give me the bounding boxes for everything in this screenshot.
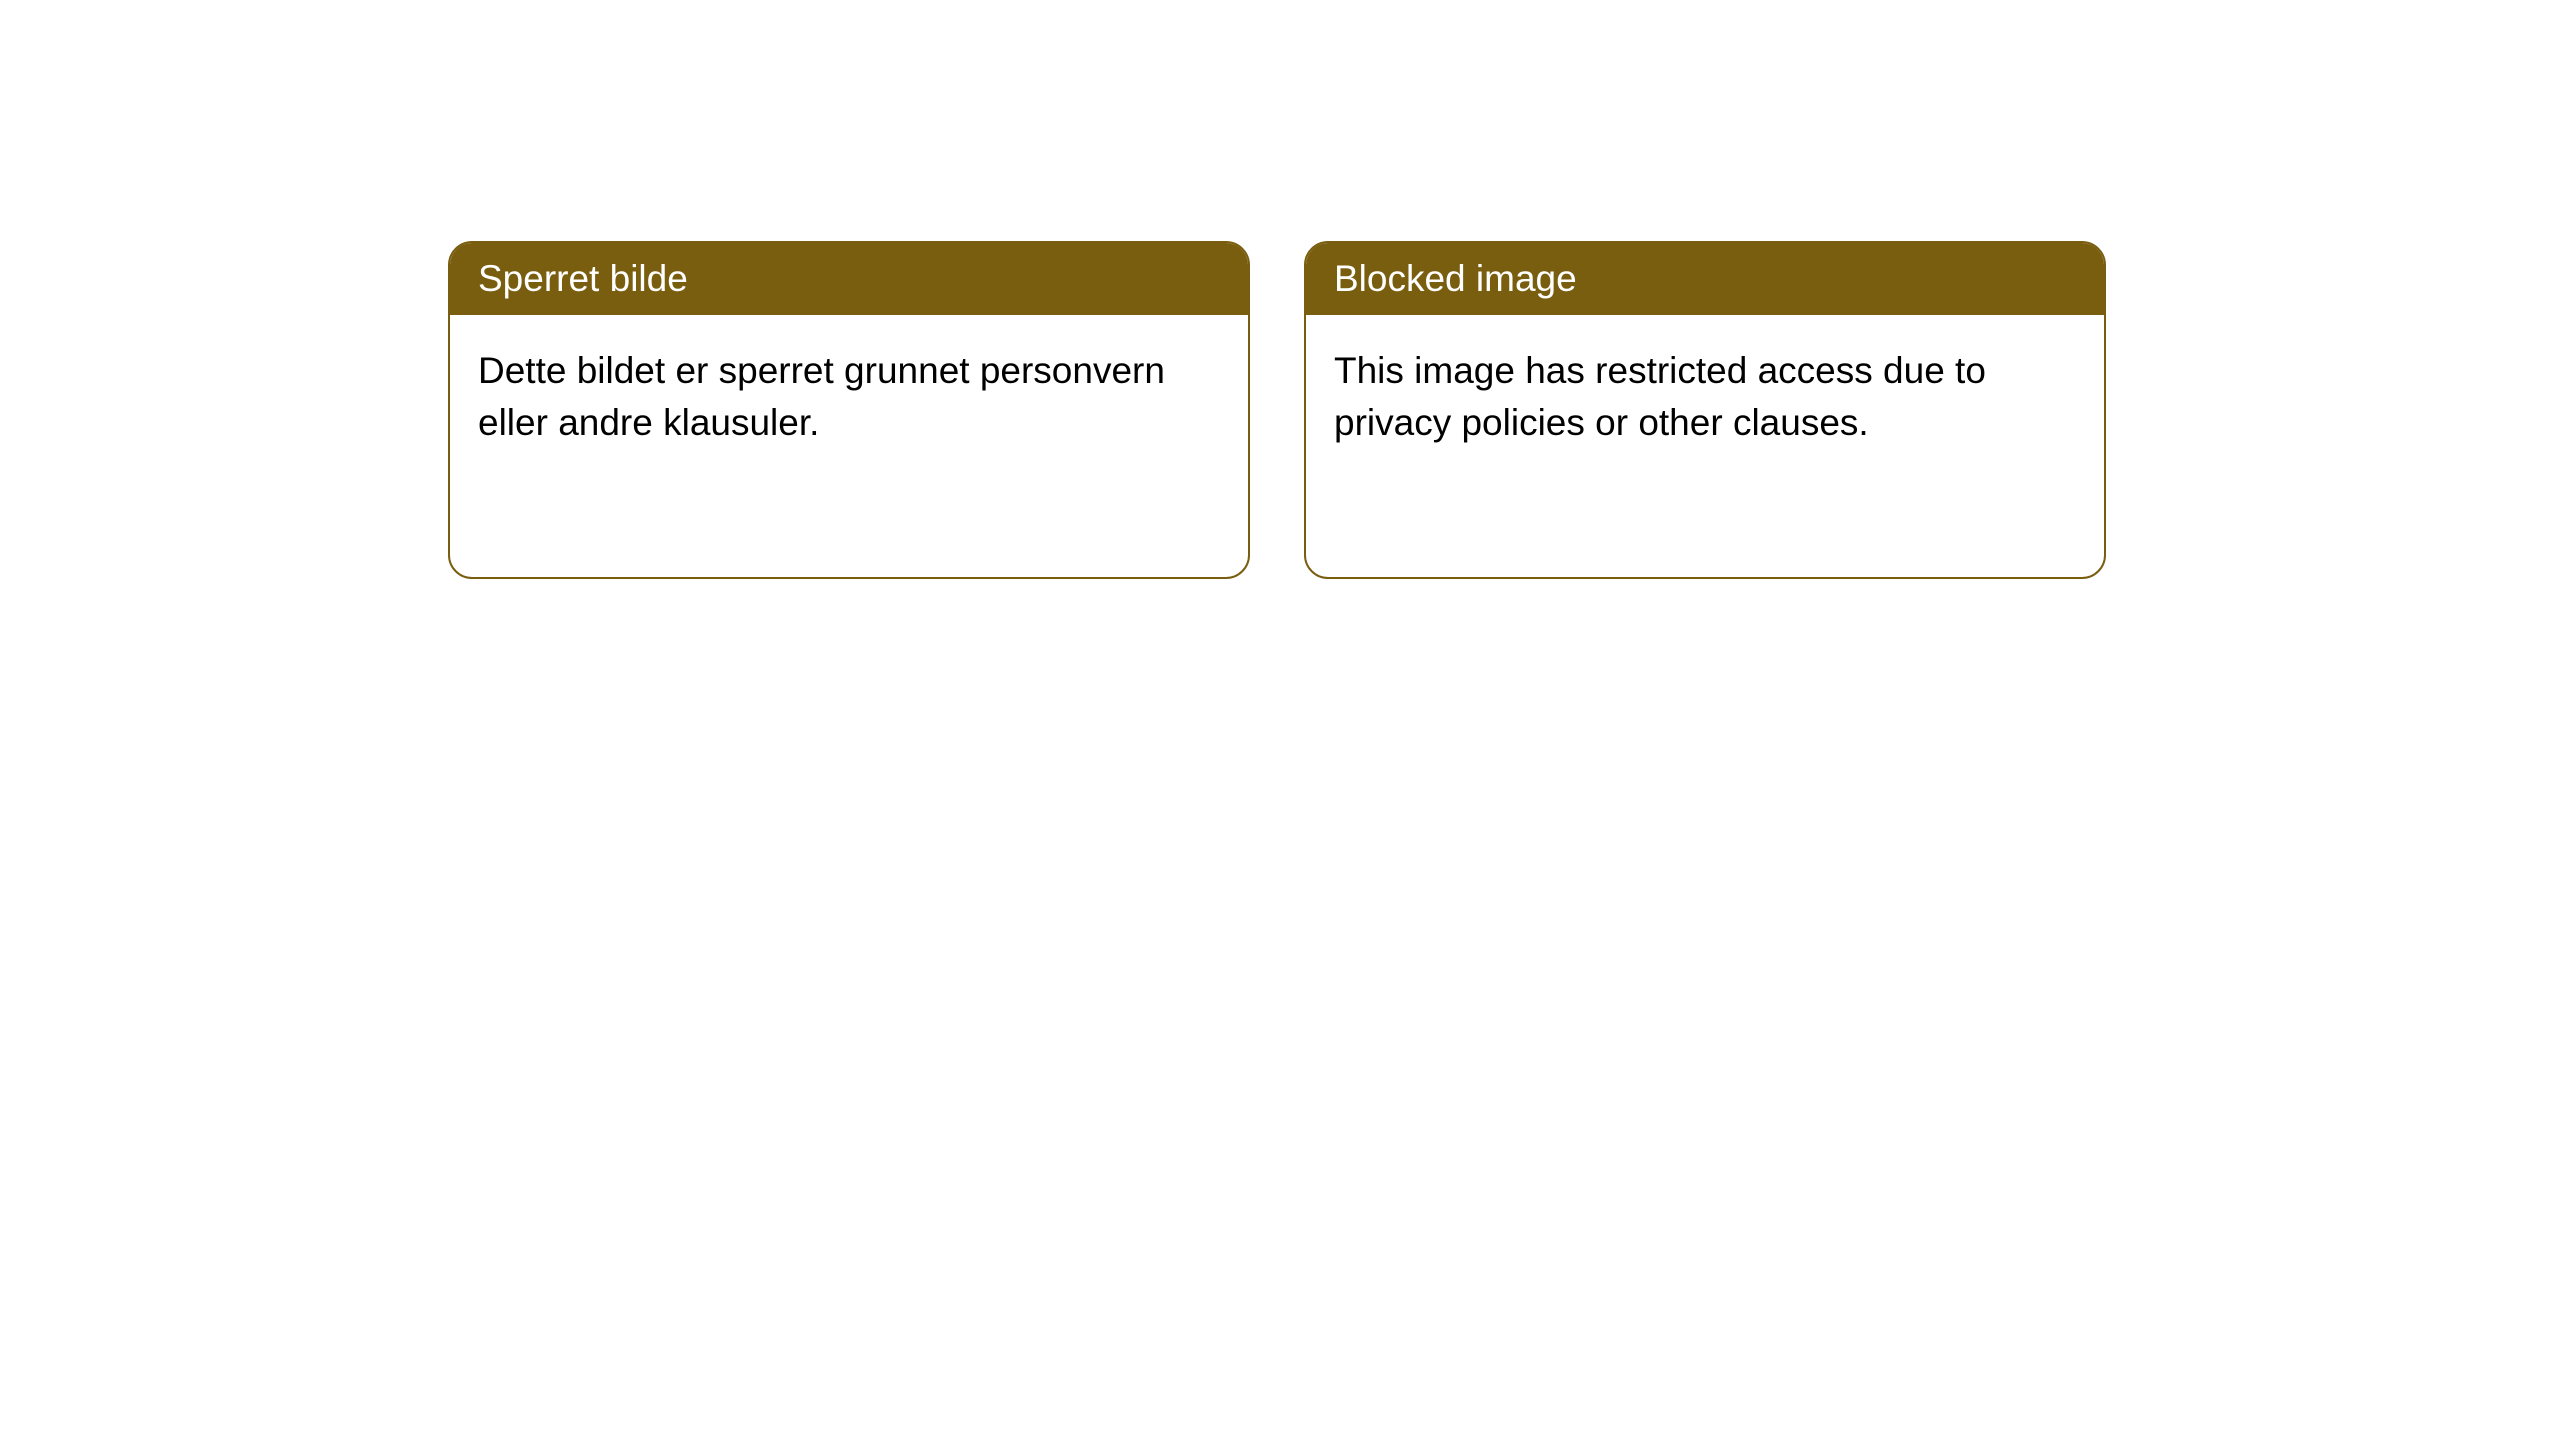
notice-header: Sperret bilde [450,243,1248,315]
notice-container: Sperret bilde Dette bildet er sperret gr… [0,0,2560,579]
notice-body: Dette bildet er sperret grunnet personve… [450,315,1248,479]
notice-body: This image has restricted access due to … [1306,315,2104,479]
notice-header: Blocked image [1306,243,2104,315]
notice-card-norwegian: Sperret bilde Dette bildet er sperret gr… [448,241,1250,579]
notice-card-english: Blocked image This image has restricted … [1304,241,2106,579]
